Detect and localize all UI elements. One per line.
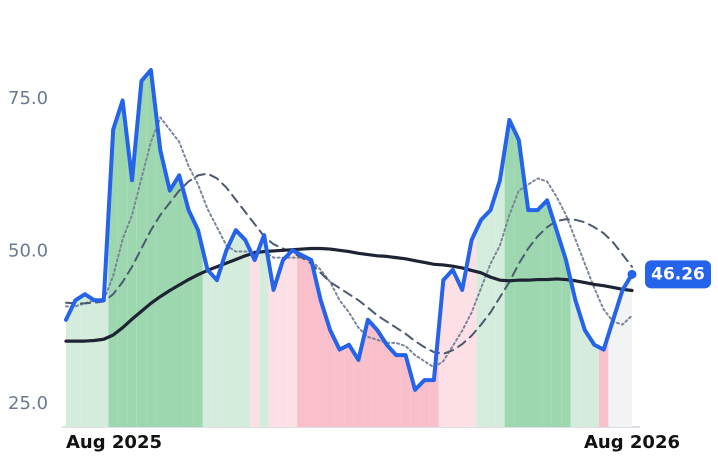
average-line: [65, 116, 633, 369]
area-column: [457, 264, 467, 427]
area-column: [66, 310, 71, 427]
average-line: [64, 246, 634, 343]
area-column: [551, 215, 562, 427]
area-column: [287, 250, 298, 427]
area-column: [580, 315, 590, 427]
value-badge: [645, 260, 711, 289]
area-column: [466, 229, 477, 427]
y-tick-label: 50.0: [8, 241, 48, 262]
area-column: [617, 282, 628, 427]
area-column: [400, 355, 411, 427]
area-column: [136, 75, 147, 427]
area-column: [382, 337, 392, 427]
area-column: [363, 319, 373, 427]
y-tick-label: 75.0: [8, 88, 48, 109]
area-column: [514, 129, 524, 428]
area-column: [297, 252, 307, 427]
area-column: [202, 250, 213, 427]
area-column: [495, 150, 505, 427]
area-column: [315, 280, 326, 427]
area-column: [429, 330, 439, 427]
y-tick-label: 25.0: [8, 393, 48, 414]
area-column: [344, 344, 354, 427]
area-column: [306, 257, 316, 427]
area-column: [212, 265, 222, 427]
area-column: [249, 247, 260, 427]
x-tick-label: Aug 2026: [584, 432, 680, 453]
area-column: [174, 175, 184, 427]
area-column: [325, 315, 335, 427]
area-column: [353, 339, 364, 427]
area-column: [608, 304, 618, 427]
area-column: [146, 69, 156, 428]
area-column: [221, 240, 232, 427]
area-column: [542, 200, 552, 427]
last-point: [627, 269, 637, 279]
area-column: [561, 245, 571, 427]
area-column: [89, 297, 100, 427]
area-column: [419, 380, 430, 427]
area-column: [334, 339, 345, 427]
area-column: [278, 255, 288, 427]
area-column: [165, 170, 175, 428]
area-column: [259, 235, 269, 427]
value-label: 46.26: [651, 264, 705, 284]
area-column: [532, 205, 543, 427]
area-column: [627, 274, 632, 427]
area-column: [598, 334, 609, 427]
area-column: [268, 262, 279, 427]
area-column: [80, 294, 90, 427]
area-column: [117, 100, 128, 428]
area-column: [570, 280, 581, 427]
area-column: [155, 110, 166, 428]
area-column: [70, 297, 81, 427]
area-group: [66, 69, 632, 428]
area-column: [448, 269, 458, 427]
area-column: [231, 230, 241, 427]
area-column: [183, 192, 194, 427]
average-line: [65, 172, 633, 355]
area-column: [372, 324, 383, 427]
x-tick-label: Aug 2025: [66, 432, 162, 453]
area-column: [476, 214, 486, 427]
area-column: [523, 175, 533, 427]
price-line: [64, 67, 634, 392]
area-column: [240, 235, 250, 427]
area-column: [589, 337, 599, 427]
area-column: [504, 119, 515, 428]
area-column: [391, 349, 401, 427]
